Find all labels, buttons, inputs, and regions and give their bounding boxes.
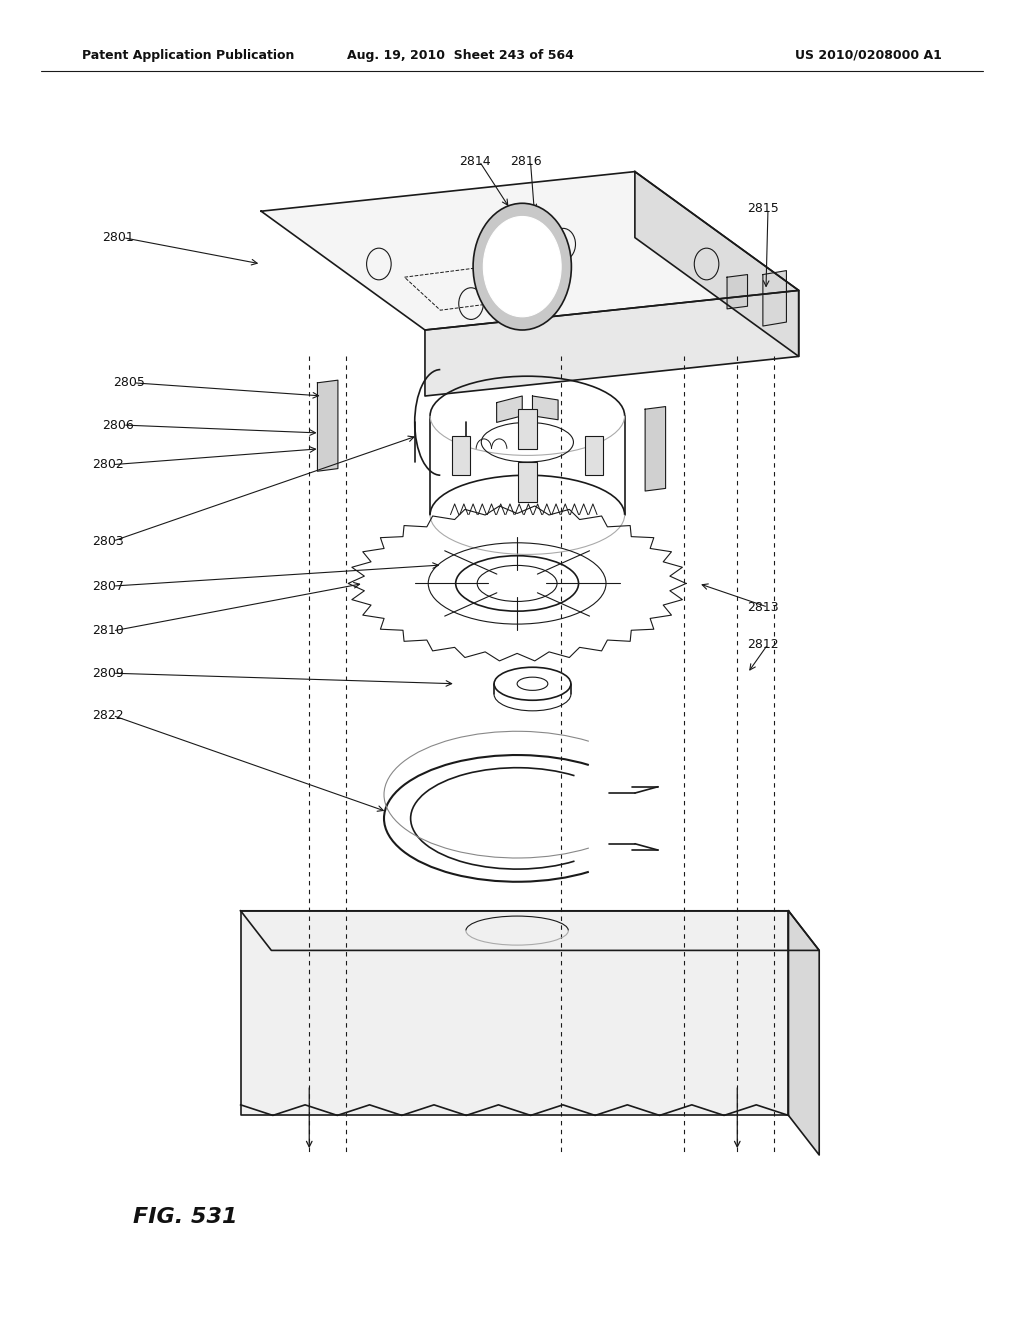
Text: 2814: 2814 [459, 154, 490, 168]
Polygon shape [635, 172, 799, 356]
Text: 2801: 2801 [102, 231, 134, 244]
Text: 2807: 2807 [92, 579, 124, 593]
Polygon shape [261, 172, 799, 330]
FancyBboxPatch shape [518, 409, 537, 449]
Text: 2803: 2803 [92, 535, 124, 548]
Polygon shape [763, 271, 786, 326]
Polygon shape [532, 396, 558, 420]
Polygon shape [241, 911, 819, 950]
FancyBboxPatch shape [585, 436, 603, 475]
Circle shape [483, 216, 561, 317]
Polygon shape [645, 407, 666, 491]
Polygon shape [317, 380, 338, 471]
Text: 2822: 2822 [92, 709, 124, 722]
Text: Aug. 19, 2010  Sheet 243 of 564: Aug. 19, 2010 Sheet 243 of 564 [347, 49, 574, 62]
Polygon shape [425, 290, 799, 396]
Text: 2802: 2802 [92, 458, 124, 471]
FancyBboxPatch shape [518, 462, 537, 502]
FancyBboxPatch shape [452, 436, 470, 475]
Text: 2806: 2806 [102, 418, 134, 432]
Text: 2812: 2812 [748, 638, 779, 651]
Text: 2813: 2813 [748, 601, 779, 614]
Polygon shape [241, 911, 788, 1115]
Text: FIG. 531: FIG. 531 [133, 1206, 238, 1228]
Text: US 2010/0208000 A1: US 2010/0208000 A1 [796, 49, 942, 62]
Polygon shape [727, 275, 748, 309]
Text: 2805: 2805 [113, 376, 144, 389]
Polygon shape [788, 911, 819, 1155]
Polygon shape [497, 396, 522, 422]
Text: Patent Application Publication: Patent Application Publication [82, 49, 294, 62]
Circle shape [473, 203, 571, 330]
Text: 2809: 2809 [92, 667, 124, 680]
Text: 2810: 2810 [92, 624, 124, 638]
Text: 2815: 2815 [748, 202, 779, 215]
Text: 2816: 2816 [510, 154, 542, 168]
